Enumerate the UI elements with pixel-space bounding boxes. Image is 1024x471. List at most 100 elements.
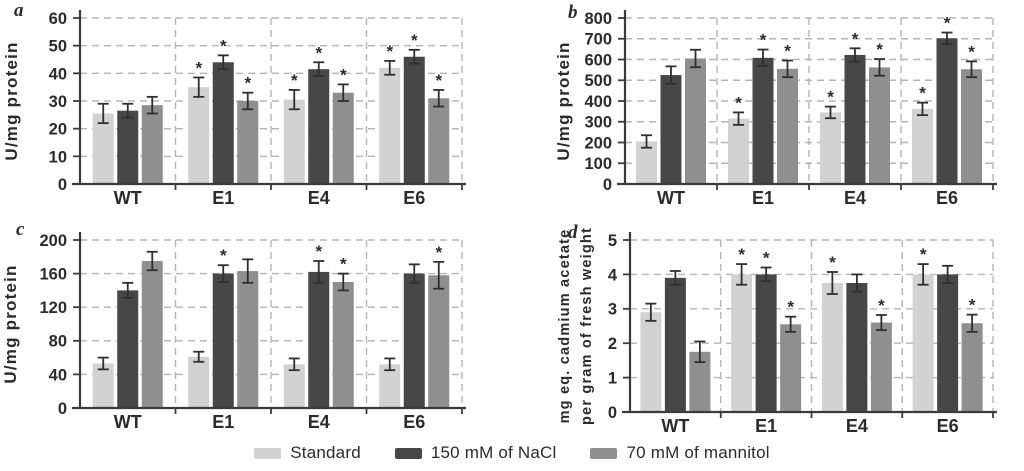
x-category-labels: WT E1 E4 E6 [114,188,426,208]
significance-asterisk: * [340,255,347,274]
y-tick-label: 40 [49,65,67,83]
y-tick-label: 80 [49,333,67,351]
y-tick-labels: 0 1 2 3 4 5 [608,232,618,422]
y-axis-label: U/mg protein [2,41,21,160]
bar-E1-0 [731,274,753,412]
y-tick-label: 20 [49,121,67,139]
bar-E4-1 [846,283,868,412]
x-category-label: E6 [403,412,425,432]
significance-asterisk: * [760,31,767,50]
legend-swatch-standard [254,447,282,459]
significance-asterisk: * [876,40,883,59]
significance-asterisk: * [852,29,859,48]
error-bars-group [645,263,978,364]
bar-E1-0 [188,87,210,184]
bar-E6-0 [379,364,401,408]
bars-group [92,56,450,185]
significance-asterisk: * [340,65,347,84]
bar-WT-0 [92,363,114,408]
bar-WT-0 [640,312,662,412]
significance-asterisk: * [220,246,227,265]
y-axis-label: U/mg protein [1,264,20,383]
significance-asterisk: * [220,36,227,55]
y-tick-labels: 0 10 20 30 40 50 60 [49,10,67,194]
bar-E4-0 [283,99,305,184]
significance-asterisk: * [291,71,298,90]
y-tick-label: 800 [584,10,612,28]
significance-markers: * * * * * * * * * [735,14,975,113]
y-tick-label: 700 [584,31,612,49]
bar-E6-1 [936,38,958,185]
x-category-label: E1 [752,188,774,208]
bar-WT-1 [117,290,139,408]
y-tick-label: 1 [608,370,617,388]
chart-panel-a: a * * * * * * * * * 0 10 20 30 40 50 60 WT E1 E4 E6 U/mg pro… [0,0,512,215]
y-tick-label: 200 [584,134,612,152]
bar-E6-1 [937,274,959,412]
bar-E4-2 [869,67,890,184]
error-bars-group [641,31,977,149]
error-bars-group [97,48,445,125]
significance-asterisk: * [244,74,251,93]
bar-WT-2 [141,105,163,184]
bar-E6-1 [403,273,425,408]
y-tick-label: 300 [584,114,612,132]
significance-markers: * * * * [220,242,443,274]
bar-E6-1 [403,56,425,184]
x-category-label: E1 [755,416,777,435]
bar-chart-c: * * * * 0 40 80 120 160 200 WT E1 E4 E6 U/mg protein [1,232,466,432]
y-tick-label: 3 [608,301,617,319]
y-tick-label: 100 [584,155,612,173]
x-category-label: E6 [937,416,959,435]
significance-asterisk: * [763,249,770,268]
significance-asterisk: * [968,42,975,61]
x-category-label: E4 [308,188,330,208]
significance-asterisk: * [878,296,885,315]
significance-asterisk: * [435,243,442,262]
bar-E6-2 [961,69,982,184]
error-bars-group [97,250,445,372]
y-tick-label: 500 [584,72,612,90]
bar-WT-0 [636,141,657,184]
bar-E1-0 [188,356,210,408]
significance-asterisk: * [411,31,418,50]
bar-E1-1 [212,273,234,408]
y-axis-label: mg eq. cadmium acetate [557,229,573,424]
y-tick-label: 30 [49,93,67,111]
legend-label-standard: Standard [290,443,361,462]
x-category-label: E1 [212,412,234,432]
bar-E1-2 [237,271,259,408]
bars-group [640,274,983,412]
bar-WT-2 [689,351,711,412]
significance-asterisk: * [827,88,834,107]
legend-item-nacl: 150 mM of NaCl [394,443,557,463]
bar-WT-1 [117,110,139,184]
bar-WT-2 [685,58,706,184]
bar-E6-0 [912,274,934,412]
x-category-label: E4 [844,188,866,208]
y-tick-labels: 0 100 200 300 400 500 600 700 800 [584,10,612,194]
y-tick-label: 200 [39,232,67,250]
axes [72,10,466,190]
bar-E4-1 [308,271,330,408]
y-tick-label: 120 [39,299,67,317]
bar-E1-1 [755,274,777,412]
bar-E6-0 [379,67,401,184]
bar-E4-1 [844,54,866,185]
chart-panel-b: b * * * * * * * * * 0 100 200 300 400 500 600 700 800 WT E1… [512,0,1024,215]
axes [622,232,997,418]
panel-label-b: b [568,2,578,23]
bar-WT-1 [664,277,686,412]
bar-WT-1 [660,75,682,184]
significance-asterisk: * [435,71,442,90]
bar-E4-2 [332,92,354,184]
significance-asterisk: * [386,42,393,61]
bar-E1-1 [752,57,774,185]
bar-chart-a: * * * * * * * * * 0 10 20 30 40 50 60 WT E1 E4 E6 U/mg prote… [2,10,466,208]
y-tick-label: 400 [584,93,612,111]
x-category-label: WT [657,188,685,208]
significance-asterisk: * [195,58,202,77]
bar-E4-2 [870,322,892,412]
legend-label-mannitol: 70 mM of mannitol [626,443,770,462]
y-axis-label: per gram of fresh weight [579,227,595,425]
